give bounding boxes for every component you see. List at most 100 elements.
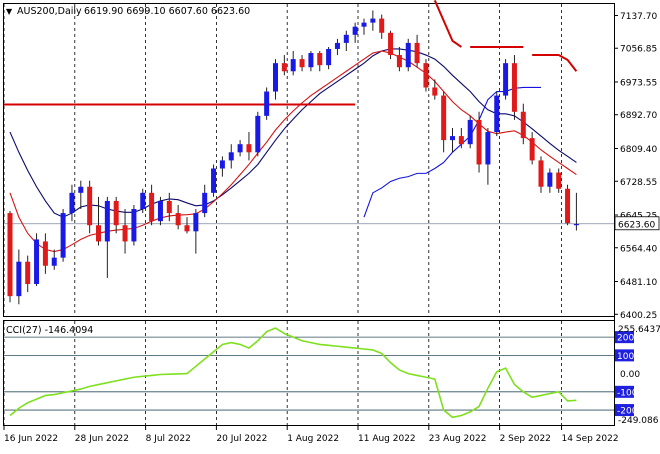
candle-bullish[interactable]: [308, 51, 314, 72]
candle-bullish[interactable]: [352, 22, 358, 43]
candle-body: [299, 59, 305, 68]
candle-body: [149, 192, 155, 222]
trailing-stop-down-line: [433, 0, 462, 48]
candle-bearish[interactable]: [184, 217, 190, 234]
candle-bullish[interactable]: [326, 46, 332, 70]
candle-bullish[interactable]: [16, 249, 22, 305]
candle-body: [334, 42, 340, 49]
candle-bullish[interactable]: [193, 209, 199, 254]
candle-body: [290, 59, 296, 72]
candle-body: [317, 53, 323, 66]
candle-bullish[interactable]: [573, 192, 579, 231]
candle-body: [184, 225, 190, 232]
candle-bearish[interactable]: [432, 79, 438, 100]
candle-bearish[interactable]: [122, 209, 128, 254]
candle-bearish[interactable]: [476, 111, 482, 173]
candle-bullish[interactable]: [405, 38, 411, 72]
candle-bullish[interactable]: [202, 184, 208, 218]
candle-bullish[interactable]: [494, 91, 500, 137]
candle-bullish[interactable]: [450, 127, 455, 153]
candle-body: [432, 87, 438, 96]
candle-bearish[interactable]: [511, 55, 517, 120]
candle-bearish[interactable]: [396, 46, 402, 72]
candle-bullish[interactable]: [237, 140, 243, 157]
candle-bullish[interactable]: [255, 111, 261, 157]
candle-bearish[interactable]: [149, 184, 155, 226]
candle-bearish[interactable]: [25, 255, 31, 293]
cci-min-label: -249.086: [618, 416, 659, 426]
candle-bullish[interactable]: [69, 184, 75, 222]
candle-bullish[interactable]: [485, 127, 491, 185]
candle-bullish[interactable]: [264, 87, 270, 120]
candle-body: [104, 200, 110, 242]
time-tick-label: 20 Jul 2022: [216, 434, 267, 444]
candle-bullish[interactable]: [219, 156, 225, 177]
candle-body: [7, 213, 13, 297]
candle-bullish[interactable]: [34, 233, 40, 287]
candle-bullish[interactable]: [131, 204, 137, 246]
candle-bearish[interactable]: [7, 211, 13, 303]
candle-bullish[interactable]: [78, 180, 84, 210]
candle-bearish[interactable]: [458, 127, 464, 149]
candle-bullish[interactable]: [547, 168, 553, 193]
time-tick-label: 2 Sep 2022: [500, 434, 551, 444]
candle-body: [573, 224, 579, 226]
candle-bullish[interactable]: [51, 249, 57, 270]
candle-bullish[interactable]: [343, 30, 349, 52]
candle-bullish[interactable]: [467, 115, 473, 149]
candle-bearish[interactable]: [281, 55, 287, 76]
candle-bullish[interactable]: [334, 38, 340, 56]
candle-bullish[interactable]: [60, 209, 66, 262]
candle-bullish[interactable]: [290, 51, 296, 76]
candle-bearish[interactable]: [565, 184, 571, 226]
candle-bearish[interactable]: [538, 156, 544, 193]
candle-bullish[interactable]: [503, 59, 509, 100]
candle-bullish[interactable]: [273, 59, 278, 100]
candle-bullish[interactable]: [228, 144, 234, 169]
candle-bullish[interactable]: [211, 164, 217, 197]
candle-bearish[interactable]: [317, 51, 323, 72]
candle-body: [370, 18, 376, 23]
candle-body: [441, 95, 447, 141]
cci-level-label: 0.00: [620, 370, 640, 380]
candle-body: [467, 119, 473, 145]
candle-bullish[interactable]: [361, 18, 367, 35]
candle-bearish[interactable]: [441, 91, 447, 153]
candle-bearish[interactable]: [299, 55, 305, 72]
cci-line: [9, 327, 577, 419]
candle-body: [494, 95, 500, 133]
candle-bearish[interactable]: [175, 204, 181, 230]
candle-bearish[interactable]: [96, 196, 101, 246]
candle-bearish[interactable]: [379, 14, 385, 39]
candle-body: [476, 119, 482, 165]
candle-bearish[interactable]: [414, 34, 420, 68]
candle-body: [423, 63, 429, 88]
candle-bearish[interactable]: [520, 103, 526, 145]
candle-bearish[interactable]: [113, 196, 119, 234]
candle-bearish[interactable]: [529, 132, 535, 165]
price-tick-label: 6809.40: [620, 145, 657, 155]
candle-bearish[interactable]: [423, 59, 429, 92]
candle-bearish[interactable]: [388, 30, 394, 60]
candle-bullish[interactable]: [370, 10, 376, 31]
candle-bearish[interactable]: [87, 180, 93, 234]
candle-body: [255, 115, 261, 153]
current-price-box: [614, 216, 660, 231]
candle-bearish[interactable]: [556, 168, 562, 193]
candle-bullish[interactable]: [157, 196, 163, 226]
candle-bullish[interactable]: [104, 196, 110, 278]
time-tick-label: 28 Jun 2022: [75, 434, 129, 444]
candle-bearish[interactable]: [166, 192, 172, 222]
time-tick-label: 11 Aug 2022: [358, 434, 416, 444]
candle-bullish[interactable]: [140, 188, 146, 214]
candle-body: [343, 34, 349, 43]
candle-bearish[interactable]: [42, 233, 48, 274]
cci-label: CCI(27) -146.4094: [6, 325, 93, 336]
indicator-overlays: [4, 0, 578, 253]
candle-bearish[interactable]: [246, 132, 252, 161]
candles[interactable]: [7, 10, 579, 305]
candle-body: [87, 186, 93, 226]
chart-menu-arrow[interactable]: ▼: [6, 7, 13, 16]
